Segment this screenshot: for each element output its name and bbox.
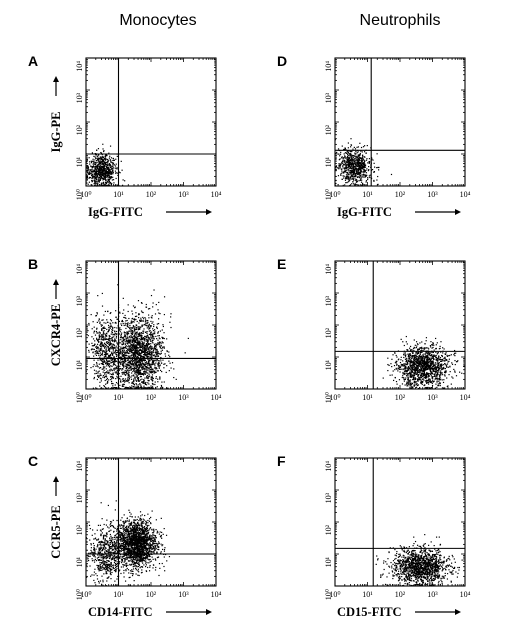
panel-letter: B (28, 256, 38, 272)
y-tick-label: 10⁴ (324, 61, 333, 72)
y-tick-label: 10³ (324, 295, 333, 306)
y-tick-label: 10¹ (75, 556, 84, 567)
x-tick-label: 10⁴ (460, 590, 471, 599)
x-axis-arrowhead (455, 609, 461, 615)
y-tick-label: 10⁰ (324, 589, 333, 600)
y-tick-label: 10⁴ (75, 61, 84, 72)
x-tick-label: 10⁰ (80, 190, 91, 199)
data-points (375, 534, 463, 587)
x-tick-label: 10¹ (362, 393, 373, 402)
panels-group: 10⁰ 10¹ 10² 10³ 10⁴ 10⁰ 10¹ 10² 10³ 10⁴ A IgG-PE IgG… (28, 53, 471, 619)
panel-letter: C (28, 453, 38, 469)
data-points (85, 284, 189, 390)
x-tick-label: 10³ (178, 590, 189, 599)
x-tick-label: 10⁴ (460, 190, 471, 199)
x-tick-label: 10² (395, 393, 406, 402)
panel-f: 10⁰ 10¹ 10² 10³ 10⁴ 10⁰ 10¹ 10² 10³ 10⁴ F CD15-FITC (277, 453, 471, 619)
x-tick-label: 10⁴ (211, 590, 222, 599)
x-tick-label: 10³ (427, 393, 438, 402)
y-tick-label: 10⁰ (75, 392, 84, 403)
y-axis-label: CCR5-PE (49, 505, 63, 558)
panel-letter: F (277, 453, 286, 469)
y-tick-label: 10³ (324, 492, 333, 503)
x-tick-label: 10³ (178, 393, 189, 402)
panel-a: 10⁰ 10¹ 10² 10³ 10⁴ 10⁰ 10¹ 10² 10³ 10⁴ A IgG-PE IgG… (28, 53, 222, 219)
y-tick-label: 10² (75, 524, 84, 535)
y-axis-arrowhead (53, 476, 59, 482)
x-tick-label: 10² (395, 190, 406, 199)
y-tick-label: 10⁰ (324, 189, 333, 200)
y-tick-label: 10³ (75, 492, 84, 503)
x-tick-label: 10⁰ (80, 393, 91, 402)
y-tick-label: 10³ (75, 295, 84, 306)
panel-d: 10⁰ 10¹ 10² 10³ 10⁴ 10⁰ 10¹ 10² 10³ 10⁴ D IgG-FITC (277, 53, 471, 219)
y-tick-label: 10⁴ (324, 264, 333, 275)
x-tick-label: 10⁰ (329, 590, 340, 599)
x-tick-label: 10⁴ (460, 393, 471, 402)
x-tick-label: 10² (146, 393, 157, 402)
x-axis-label: IgG-FITC (88, 205, 143, 219)
y-tick-label: 10² (324, 524, 333, 535)
y-axis-arrowhead (53, 76, 59, 82)
x-axis-arrowhead (455, 209, 461, 215)
y-tick-label: 10⁰ (75, 589, 84, 600)
y-tick-label: 10⁰ (75, 189, 84, 200)
column-title-neutrophils: Neutrophils (360, 12, 441, 29)
panel-c: 10⁰ 10¹ 10² 10³ 10⁴ 10⁰ 10¹ 10² 10³ 10⁴ C CCR5-PE CD… (28, 453, 222, 619)
y-tick-label: 10¹ (75, 156, 84, 167)
y-tick-label: 10² (324, 327, 333, 338)
y-tick-label: 10¹ (324, 556, 333, 567)
y-tick-label: 10¹ (324, 359, 333, 370)
x-tick-label: 10² (395, 590, 406, 599)
x-tick-label: 10⁴ (211, 190, 222, 199)
x-axis-label: CD15-FITC (337, 605, 402, 619)
x-tick-label: 10³ (427, 590, 438, 599)
y-tick-label: 10³ (324, 92, 333, 103)
y-tick-label: 10² (75, 327, 84, 338)
x-tick-label: 10⁴ (211, 393, 222, 402)
y-axis-label: CXCR4-PE (49, 304, 63, 367)
data-points (382, 335, 465, 390)
x-axis-arrowhead (206, 209, 212, 215)
panel-letter: E (277, 256, 286, 272)
x-tick-label: 10³ (427, 190, 438, 199)
plot-frame (85, 57, 217, 187)
x-tick-label: 10⁰ (80, 590, 91, 599)
y-axis-label: IgG-PE (49, 112, 63, 153)
y-tick-label: 10² (75, 124, 84, 135)
x-tick-label: 10¹ (113, 393, 124, 402)
x-tick-label: 10⁰ (329, 393, 340, 402)
x-axis-label: CD14-FITC (88, 605, 153, 619)
x-tick-label: 10¹ (113, 590, 124, 599)
y-tick-label: 10¹ (75, 359, 84, 370)
column-title-monocytes: Monocytes (119, 12, 196, 29)
y-tick-label: 10⁴ (75, 264, 84, 275)
panel-e: 10⁰ 10¹ 10² 10³ 10⁴ 10⁰ 10¹ 10² 10³ 10⁴ E (277, 256, 471, 403)
y-tick-label: 10⁴ (75, 461, 84, 472)
data-points (85, 500, 171, 587)
y-tick-label: 10¹ (324, 156, 333, 167)
axis-ticks (86, 58, 216, 186)
x-tick-label: 10¹ (362, 190, 373, 199)
x-axis-arrowhead (206, 609, 212, 615)
x-tick-label: 10⁰ (329, 190, 340, 199)
y-tick-label: 10⁴ (324, 461, 333, 472)
data-points (85, 143, 126, 187)
x-tick-label: 10² (146, 190, 157, 199)
x-tick-label: 10¹ (113, 190, 124, 199)
panel-letter: D (277, 53, 287, 69)
x-tick-label: 10³ (178, 190, 189, 199)
x-axis-label: IgG-FITC (337, 205, 392, 219)
panel-b: 10⁰ 10¹ 10² 10³ 10⁴ 10⁰ 10¹ 10² 10³ 10⁴ B CXCR4-PE (28, 256, 222, 403)
panel-letter: A (28, 53, 38, 69)
y-axis-arrowhead (53, 279, 59, 285)
y-tick-label: 10⁰ (324, 392, 333, 403)
x-tick-label: 10² (146, 590, 157, 599)
y-tick-label: 10³ (75, 92, 84, 103)
y-tick-label: 10² (324, 124, 333, 135)
x-tick-label: 10¹ (362, 590, 373, 599)
data-points (334, 138, 393, 187)
axis-ticks (86, 458, 216, 586)
